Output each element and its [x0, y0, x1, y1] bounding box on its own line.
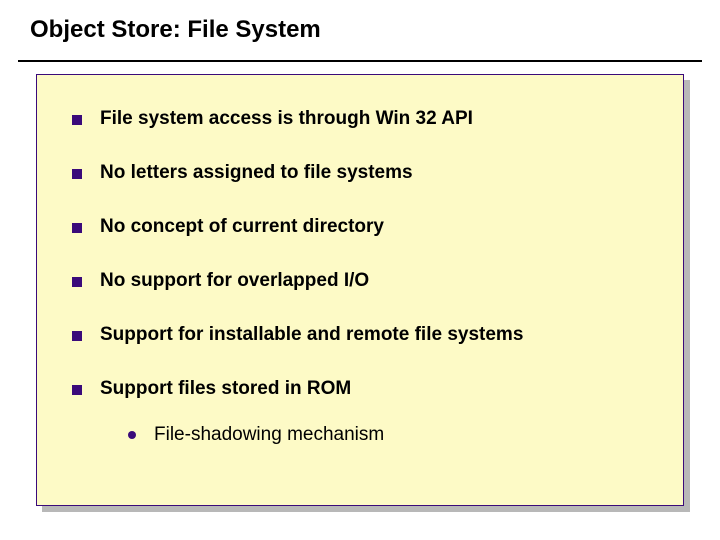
square-bullet-icon: [72, 223, 82, 233]
slide: Object Store: File System File system ac…: [0, 0, 720, 540]
bullet-text: Support for installable and remote file …: [100, 324, 523, 346]
sub-bullet-item: File-shadowing mechanism: [128, 424, 632, 446]
dot-bullet-icon: [128, 431, 136, 439]
bullet-list: File system access is through Win 32 API…: [72, 108, 632, 446]
bullet-text: No letters assigned to file systems: [100, 162, 413, 184]
bullet-item: Support for installable and remote file …: [72, 324, 632, 346]
square-bullet-icon: [72, 385, 82, 395]
sub-bullet-text: File-shadowing mechanism: [154, 424, 384, 446]
square-bullet-icon: [72, 331, 82, 341]
bullet-text: Support files stored in ROM: [100, 378, 351, 400]
bullet-item: Support files stored in ROM: [72, 378, 632, 400]
bullet-item: File system access is through Win 32 API: [72, 108, 632, 130]
bullet-text: File system access is through Win 32 API: [100, 108, 473, 130]
bullet-text: No support for overlapped I/O: [100, 270, 369, 292]
square-bullet-icon: [72, 277, 82, 287]
title-rule: [18, 60, 702, 62]
square-bullet-icon: [72, 169, 82, 179]
bullet-item: No letters assigned to file systems: [72, 162, 632, 184]
square-bullet-icon: [72, 115, 82, 125]
bullet-item: No support for overlapped I/O: [72, 270, 632, 292]
slide-title: Object Store: File System: [30, 16, 321, 44]
bullet-text: No concept of current directory: [100, 216, 384, 238]
bullet-item: No concept of current directory: [72, 216, 632, 238]
